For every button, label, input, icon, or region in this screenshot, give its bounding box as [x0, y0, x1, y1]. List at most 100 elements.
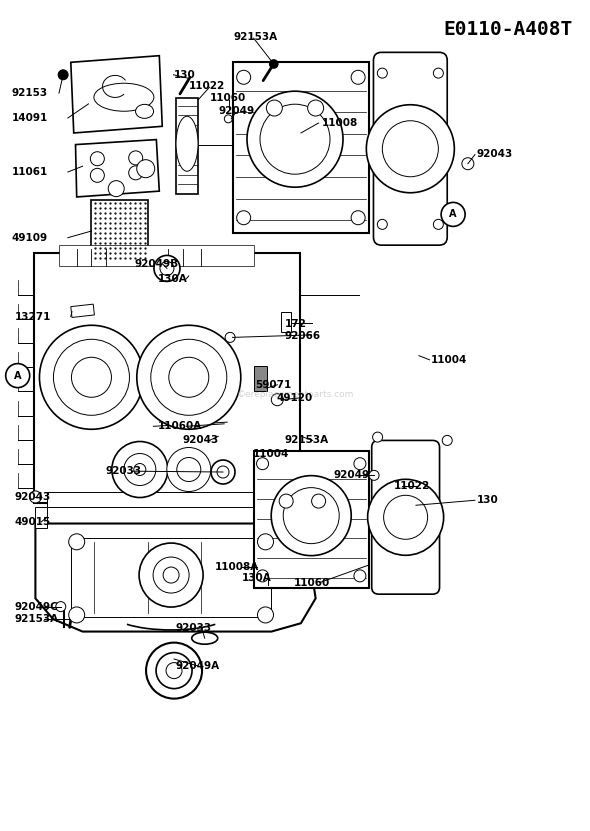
Circle shape: [112, 441, 168, 498]
Ellipse shape: [94, 83, 154, 111]
Text: 11061: 11061: [12, 167, 48, 177]
Text: 92153: 92153: [12, 88, 48, 98]
Text: ©ereplacementparts.com: ©ereplacementparts.com: [237, 391, 353, 399]
Circle shape: [237, 211, 251, 224]
Bar: [254, 451, 369, 588]
Circle shape: [166, 662, 182, 679]
Circle shape: [257, 570, 268, 582]
Text: 130A: 130A: [242, 573, 271, 583]
Polygon shape: [71, 56, 162, 133]
Text: 92153A: 92153A: [15, 614, 59, 624]
Text: A: A: [14, 371, 21, 381]
Circle shape: [217, 466, 229, 478]
Text: 92153A: 92153A: [233, 32, 277, 42]
Ellipse shape: [176, 116, 198, 171]
Circle shape: [154, 255, 180, 282]
Circle shape: [354, 458, 366, 470]
Polygon shape: [76, 140, 159, 197]
Polygon shape: [176, 98, 198, 194]
Bar: [35, 507, 47, 528]
Text: 92153A: 92153A: [285, 435, 329, 445]
FancyBboxPatch shape: [373, 52, 447, 245]
Ellipse shape: [192, 632, 218, 644]
FancyBboxPatch shape: [372, 440, 440, 594]
Circle shape: [271, 394, 283, 406]
Text: 13271: 13271: [15, 312, 51, 322]
Text: 49109: 49109: [12, 233, 48, 243]
Text: 11004: 11004: [431, 355, 467, 365]
Text: 11004: 11004: [253, 449, 289, 459]
Circle shape: [351, 71, 365, 84]
Circle shape: [177, 458, 201, 481]
Bar: [59, 245, 254, 266]
Text: 92049C: 92049C: [15, 602, 58, 612]
Text: 14091: 14091: [12, 113, 48, 123]
Circle shape: [137, 325, 241, 430]
Circle shape: [68, 607, 85, 623]
Circle shape: [139, 543, 203, 607]
Circle shape: [257, 607, 274, 623]
Circle shape: [146, 642, 202, 699]
Text: 92033: 92033: [176, 623, 212, 633]
Text: 92049A: 92049A: [176, 661, 220, 671]
Text: 11008A: 11008A: [215, 562, 259, 572]
Circle shape: [68, 534, 85, 550]
Circle shape: [247, 91, 343, 187]
Circle shape: [156, 652, 192, 689]
Text: 11022: 11022: [394, 481, 430, 491]
Circle shape: [237, 71, 251, 84]
Circle shape: [58, 70, 68, 80]
Circle shape: [462, 158, 474, 170]
Text: 92043: 92043: [183, 435, 219, 445]
Circle shape: [151, 339, 227, 416]
Circle shape: [160, 262, 174, 275]
Circle shape: [434, 219, 443, 229]
Circle shape: [224, 115, 232, 123]
Text: 92049: 92049: [334, 470, 370, 480]
Circle shape: [384, 495, 428, 539]
Circle shape: [163, 567, 179, 583]
Circle shape: [54, 339, 129, 416]
Bar: [34, 253, 300, 503]
Circle shape: [129, 151, 143, 165]
Text: A: A: [450, 209, 457, 219]
Circle shape: [368, 479, 444, 555]
Bar: [47, 492, 289, 507]
Circle shape: [225, 332, 235, 342]
Text: 49015: 49015: [15, 517, 51, 527]
Circle shape: [260, 104, 330, 175]
Circle shape: [373, 432, 382, 442]
Text: 92066: 92066: [284, 331, 320, 341]
Text: 172: 172: [284, 319, 306, 329]
Text: 11060: 11060: [294, 578, 330, 588]
Bar: [233, 62, 369, 233]
Text: 130: 130: [174, 70, 196, 80]
Circle shape: [153, 557, 189, 593]
Bar: [91, 200, 148, 262]
Circle shape: [378, 68, 387, 78]
Circle shape: [6, 364, 30, 387]
Circle shape: [257, 534, 274, 550]
Circle shape: [266, 100, 283, 116]
Text: 11060: 11060: [209, 93, 245, 103]
Bar: [71, 538, 271, 617]
Circle shape: [369, 470, 379, 480]
Circle shape: [279, 494, 293, 508]
Circle shape: [434, 68, 443, 78]
Circle shape: [134, 464, 146, 475]
Circle shape: [366, 105, 454, 193]
Text: 92049: 92049: [218, 106, 254, 116]
Text: 92043: 92043: [477, 149, 513, 159]
Text: 11008: 11008: [322, 118, 358, 128]
Circle shape: [90, 169, 104, 182]
Polygon shape: [379, 480, 402, 571]
Text: 92033: 92033: [105, 466, 141, 476]
Circle shape: [108, 180, 124, 197]
Text: 130: 130: [477, 495, 499, 505]
Circle shape: [124, 454, 156, 485]
Circle shape: [137, 160, 155, 178]
Circle shape: [257, 458, 268, 470]
Circle shape: [129, 166, 143, 179]
Text: 11060A: 11060A: [158, 421, 202, 431]
Polygon shape: [35, 524, 316, 632]
